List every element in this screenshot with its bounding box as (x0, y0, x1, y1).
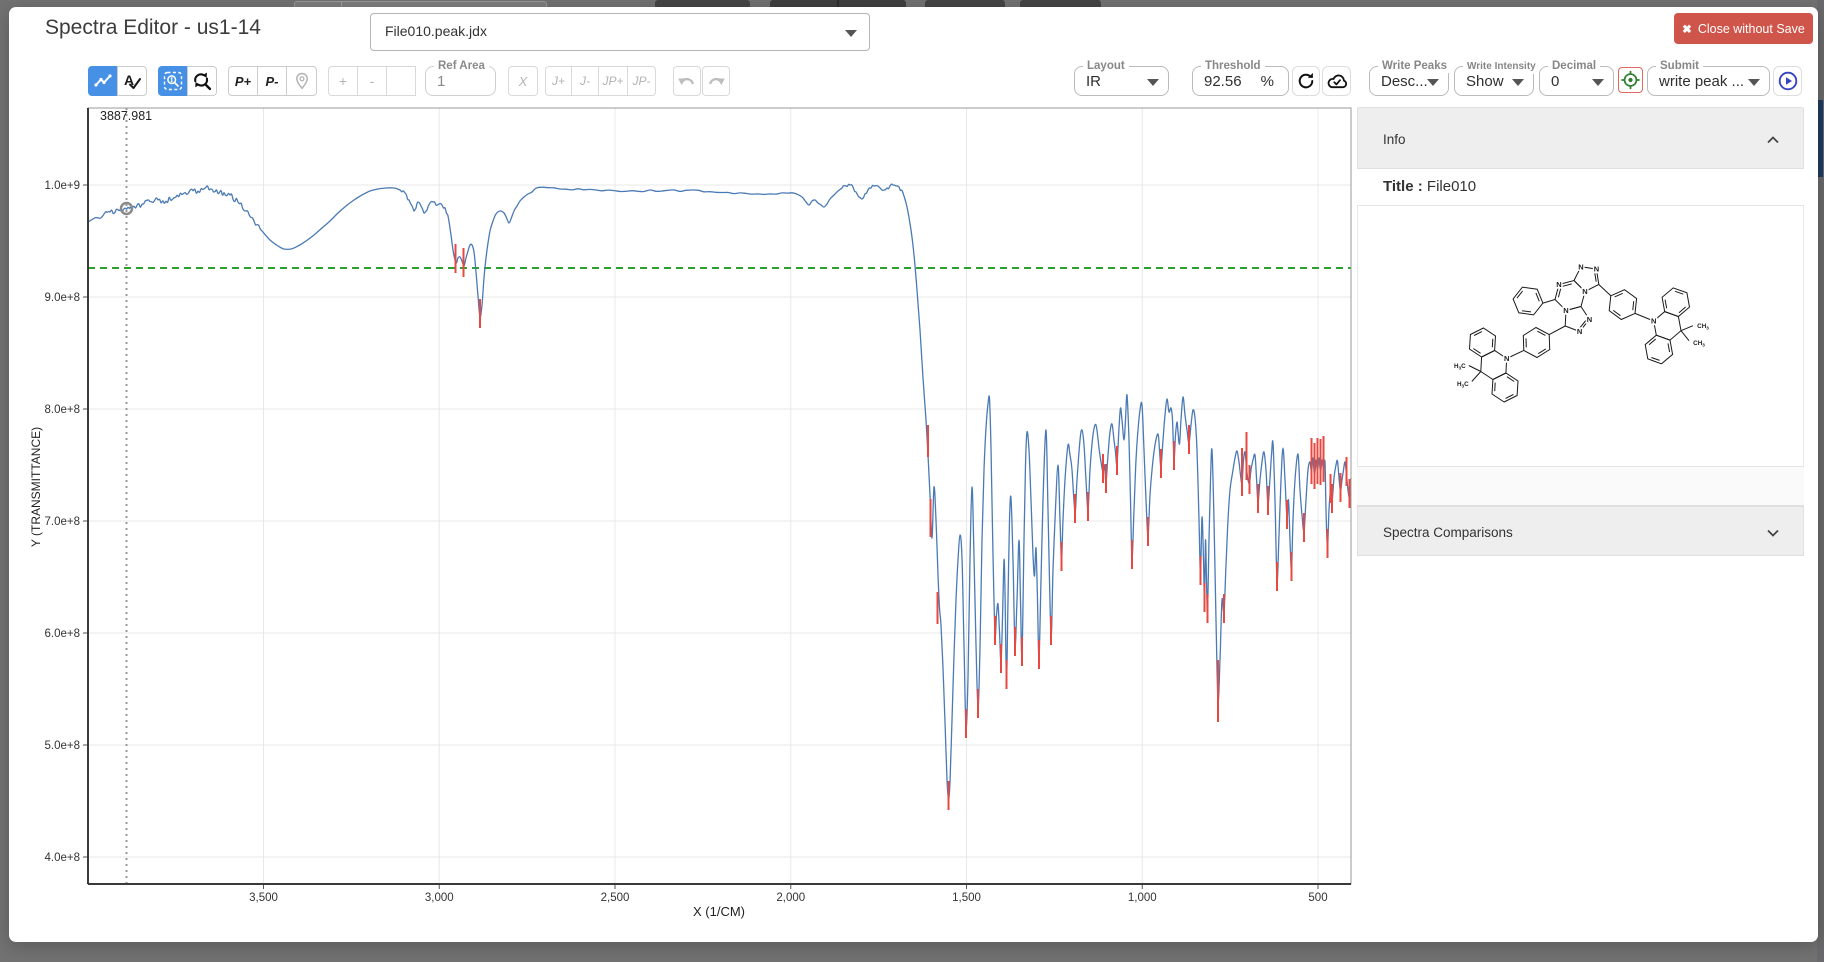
svg-text:CH3: CH3 (1697, 323, 1709, 331)
svg-text:5.0e+8: 5.0e+8 (45, 740, 81, 752)
svg-text:X (1/CM): X (1/CM) (693, 904, 745, 919)
svg-text:1,000: 1,000 (1128, 892, 1157, 904)
svg-text:Y (TRANSMITTANCE): Y (TRANSMITTANCE) (29, 427, 43, 547)
svg-text:H3C: H3C (1457, 381, 1469, 389)
svg-text:500: 500 (1308, 892, 1327, 904)
svg-text:N: N (1582, 287, 1587, 296)
svg-text:N: N (1577, 327, 1582, 336)
svg-text:H3C: H3C (1454, 363, 1466, 371)
svg-text:N: N (1563, 306, 1568, 315)
svg-text:8.0e+8: 8.0e+8 (45, 404, 81, 416)
svg-text:N: N (1594, 265, 1599, 274)
svg-text:N: N (1556, 280, 1561, 289)
svg-text:N: N (1587, 315, 1592, 324)
svg-text:4.0e+8: 4.0e+8 (45, 852, 81, 864)
svg-text:CH3: CH3 (1693, 340, 1705, 348)
svg-text:2,500: 2,500 (601, 892, 630, 904)
svg-text:N: N (1651, 317, 1656, 326)
svg-text:N: N (1578, 262, 1583, 271)
svg-text:3,000: 3,000 (425, 892, 454, 904)
svg-text:7.0e+8: 7.0e+8 (45, 516, 81, 528)
svg-text:1.0e+9: 1.0e+9 (45, 180, 81, 192)
svg-text:3887.981: 3887.981 (100, 109, 152, 123)
svg-text:N: N (1504, 354, 1509, 363)
svg-text:9.0e+8: 9.0e+8 (45, 292, 81, 304)
svg-text:2,000: 2,000 (776, 892, 805, 904)
svg-text:6.0e+8: 6.0e+8 (45, 628, 81, 640)
svg-text:3,500: 3,500 (249, 892, 278, 904)
svg-text:1,500: 1,500 (952, 892, 981, 904)
svg-text:A: A (124, 72, 134, 88)
